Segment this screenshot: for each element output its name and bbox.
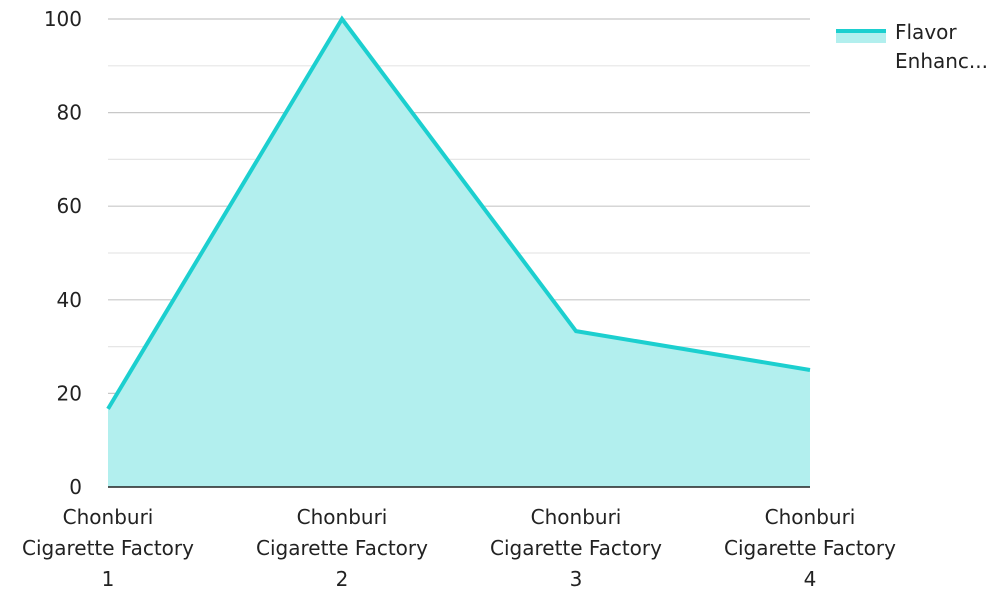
legend-label-line-2: Enhanc... xyxy=(895,49,988,73)
legend-swatch-fill xyxy=(836,32,886,43)
x-category-label-line: Chonburi xyxy=(765,505,856,529)
x-category-label-line: Cigarette Factory xyxy=(22,536,194,560)
x-category-label: Chonburi Cigarette Factory 1 xyxy=(22,505,194,590)
x-category-label: Chonburi Cigarette Factory 2 xyxy=(256,505,428,590)
area-fill-series-1 xyxy=(108,19,810,487)
y-tick-label: 40 xyxy=(57,288,82,312)
x-category-label-line: 3 xyxy=(570,567,583,590)
x-category-label: Chonburi Cigarette Factory 4 xyxy=(724,505,896,590)
x-category-label-line: 2 xyxy=(336,567,349,590)
legend-label: Flavor Enhanc... xyxy=(895,18,995,76)
series-area xyxy=(106,15,811,487)
x-category-label-line: Chonburi xyxy=(531,505,622,529)
x-category-label: Chonburi Cigarette Factory 3 xyxy=(490,505,662,590)
series-line-1 xyxy=(106,15,811,410)
x-category-label-line: Cigarette Factory xyxy=(256,536,428,560)
x-axis-category-labels: Chonburi Cigarette Factory 1 Chonburi Cigare… xyxy=(22,505,896,590)
legend-label-line-1: Flavor xyxy=(895,20,957,44)
x-category-label-line: Chonburi xyxy=(63,505,154,529)
x-category-label-line: 1 xyxy=(102,567,115,590)
legend[interactable]: Flavor Enhanc... xyxy=(836,18,995,76)
legend-swatch-line xyxy=(836,29,886,33)
x-category-label-line: 4 xyxy=(804,567,817,590)
y-tick-label: 0 xyxy=(69,475,82,499)
x-category-label-line: Cigarette Factory xyxy=(724,536,896,560)
legend-swatch xyxy=(836,29,886,43)
y-tick-label: 20 xyxy=(57,381,82,405)
x-category-label-line: Cigarette Factory xyxy=(490,536,662,560)
y-axis-tick-labels: 0 20 40 60 80 100 xyxy=(44,7,82,499)
x-category-label-line: Chonburi xyxy=(297,505,388,529)
y-tick-label: 80 xyxy=(57,101,82,125)
y-tick-label: 60 xyxy=(57,194,82,218)
y-tick-label: 100 xyxy=(44,7,82,31)
